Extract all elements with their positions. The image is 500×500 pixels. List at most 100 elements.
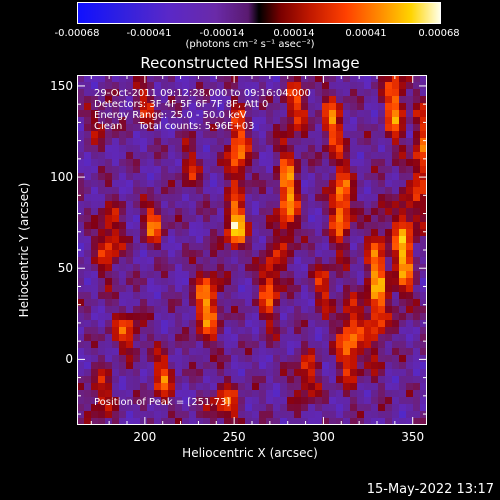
heatmap-cell — [259, 236, 267, 244]
heatmap-cell — [196, 369, 204, 377]
heatmap-cell — [357, 369, 365, 377]
heatmap-cell — [385, 334, 393, 342]
heatmap-cell — [420, 411, 427, 419]
heatmap-cell — [350, 124, 358, 132]
heatmap-cell — [406, 285, 414, 293]
heatmap-cell — [329, 306, 337, 314]
heatmap-cell — [413, 369, 421, 377]
heatmap-cell — [336, 103, 344, 111]
heatmap-cell — [301, 327, 309, 335]
heatmap-cell — [126, 201, 134, 209]
heatmap-cell — [322, 362, 330, 370]
heatmap-cell — [84, 299, 92, 307]
heatmap-cell — [189, 138, 197, 146]
heatmap-cell — [266, 271, 274, 279]
heatmap-cell — [147, 110, 155, 118]
heatmap-cell — [105, 173, 113, 181]
heatmap-cell — [343, 145, 351, 153]
heatmap-cell — [147, 278, 155, 286]
heatmap-cell — [91, 152, 99, 160]
heatmap-cell — [189, 145, 197, 153]
heatmap-cell — [399, 362, 407, 370]
heatmap-cell — [147, 194, 155, 202]
heatmap-cell — [287, 369, 295, 377]
heatmap-cell — [259, 264, 267, 272]
heatmap-cell — [294, 292, 302, 300]
heatmap-cell — [231, 222, 239, 230]
heatmap-cell — [238, 229, 246, 237]
heatmap-cell — [119, 194, 127, 202]
heatmap-cell — [364, 418, 372, 425]
heatmap-cell — [91, 418, 99, 425]
heatmap-cell — [91, 299, 99, 307]
heatmap-cell — [406, 411, 414, 419]
heatmap-cell — [371, 124, 379, 132]
heatmap-cell — [308, 362, 316, 370]
heatmap-cell — [280, 131, 288, 139]
heatmap-cell — [378, 173, 386, 181]
heatmap-cell — [322, 313, 330, 321]
heatmap-cell — [413, 131, 421, 139]
heatmap-cell — [350, 166, 358, 174]
heatmap-cell — [287, 355, 295, 363]
heatmap-cell — [91, 383, 99, 391]
heatmap-cell — [119, 152, 127, 160]
heatmap-cell — [266, 306, 274, 314]
heatmap-cell — [420, 229, 427, 237]
heatmap-cell — [413, 124, 421, 132]
heatmap-cell — [84, 117, 92, 125]
heatmap-cell — [413, 257, 421, 265]
heatmap-cell — [238, 271, 246, 279]
heatmap-cell — [210, 250, 218, 258]
heatmap-cell — [210, 173, 218, 181]
heatmap-cell — [245, 229, 253, 237]
heatmap-cell — [385, 341, 393, 349]
heatmap-cell — [217, 250, 225, 258]
heatmap-cell — [147, 250, 155, 258]
heatmap-cell — [336, 194, 344, 202]
heatmap-cell — [357, 285, 365, 293]
heatmap-cell — [294, 327, 302, 335]
heatmap-cell — [378, 404, 386, 412]
heatmap-cell — [105, 264, 113, 272]
heatmap-cell — [329, 180, 337, 188]
heatmap-cell — [280, 124, 288, 132]
heatmap-cell — [217, 362, 225, 370]
heatmap-cell — [301, 187, 309, 195]
heatmap-cell — [217, 313, 225, 321]
heatmap-cell — [196, 320, 204, 328]
heatmap-cell — [350, 341, 358, 349]
heatmap-cell — [385, 355, 393, 363]
heatmap-cell — [252, 75, 260, 83]
heatmap-cell — [119, 131, 127, 139]
heatmap-cell — [343, 187, 351, 195]
heatmap-cell — [252, 250, 260, 258]
heatmap-cell — [392, 355, 400, 363]
heatmap-cell — [280, 201, 288, 209]
heatmap-cell — [392, 397, 400, 405]
heatmap-cell — [343, 355, 351, 363]
heatmap-cell — [161, 278, 169, 286]
heatmap-cell — [154, 166, 162, 174]
heatmap-cell — [315, 173, 323, 181]
heatmap-cell — [343, 418, 351, 425]
heatmap-cell — [175, 180, 183, 188]
heatmap-cell — [336, 390, 344, 398]
heatmap-cell — [105, 299, 113, 307]
heatmap-cell — [343, 82, 351, 90]
heatmap-cell — [322, 236, 330, 244]
heatmap-cell — [196, 145, 204, 153]
heatmap-cell — [343, 166, 351, 174]
heatmap-cell — [91, 292, 99, 300]
heatmap-cell — [175, 320, 183, 328]
heatmap-cell — [210, 404, 218, 412]
heatmap-cell — [350, 82, 358, 90]
heatmap-cell — [231, 194, 239, 202]
heatmap-cell — [238, 201, 246, 209]
heatmap-cell — [350, 222, 358, 230]
heatmap-cell — [161, 362, 169, 370]
heatmap-cell — [105, 166, 113, 174]
heatmap-cell — [91, 250, 99, 258]
heatmap-cell — [329, 152, 337, 160]
heatmap-cell — [224, 264, 232, 272]
